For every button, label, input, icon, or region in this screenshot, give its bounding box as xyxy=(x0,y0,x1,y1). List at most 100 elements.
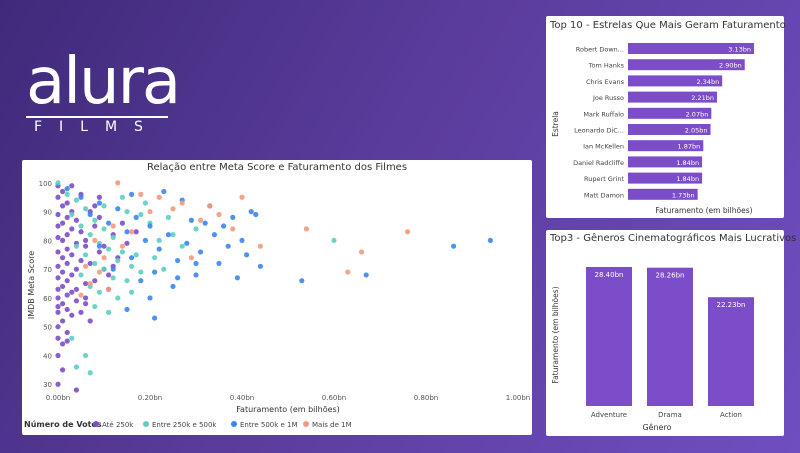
scatter-point xyxy=(138,191,144,197)
legend-marker xyxy=(303,421,309,427)
scatter-point xyxy=(207,203,213,209)
scatter-point xyxy=(110,223,116,229)
scatter-point xyxy=(110,234,116,241)
scatter-point xyxy=(193,260,199,267)
series-2 xyxy=(64,186,493,321)
scatter-point xyxy=(87,260,93,267)
scatter-point xyxy=(92,260,98,267)
scatter-point xyxy=(138,278,144,284)
scatter-point xyxy=(119,243,125,249)
x-tick-label: 0.60bn xyxy=(322,394,346,402)
scatter-point xyxy=(73,266,79,272)
scatter-point xyxy=(78,257,84,264)
scatter-point xyxy=(257,263,263,269)
scatter-point xyxy=(55,211,61,218)
star-label: Rupert Grint xyxy=(584,175,624,183)
star-bar-value: 2.05bn xyxy=(685,127,708,135)
scatter-point xyxy=(225,243,231,249)
scatter-panel: Relação entre Meta Score e Faturamento d… xyxy=(22,160,532,435)
scatter-point xyxy=(60,269,66,275)
scatter-point xyxy=(101,243,107,249)
scatter-point xyxy=(331,237,337,244)
scatter-point xyxy=(69,289,75,295)
star-label: Mark Ruffalo xyxy=(583,110,624,118)
scatter-point xyxy=(64,186,70,192)
scatter-point xyxy=(83,352,89,359)
scatter-point xyxy=(83,263,89,269)
scatter-point xyxy=(138,269,144,275)
scatter-point xyxy=(303,226,309,232)
scatter-point xyxy=(147,295,153,301)
scatter-point xyxy=(106,246,112,252)
scatter-point xyxy=(175,257,181,264)
scatter-point xyxy=(55,194,61,200)
series-0 xyxy=(55,183,139,393)
scatter-point xyxy=(87,370,93,376)
top-stars-panel: Top 10 - Estrelas Que Mais Geram Faturam… xyxy=(546,16,786,218)
scatter-point xyxy=(60,203,66,209)
scatter-point xyxy=(69,312,75,318)
scatter-point xyxy=(165,214,171,220)
scatter-point xyxy=(124,278,130,284)
scatter-point xyxy=(230,214,236,220)
scatter-point xyxy=(64,232,70,238)
scatter-point xyxy=(115,206,121,212)
scatter-point xyxy=(78,309,84,315)
scatter-point xyxy=(83,243,89,249)
y-axis-label: IMDB Meta Score xyxy=(27,251,36,319)
scatter-point xyxy=(234,275,240,281)
scatter-point xyxy=(60,188,66,195)
x-axis-label: Faturamento (em bilhões) xyxy=(655,206,752,215)
scatter-point xyxy=(156,194,162,200)
scatter-point xyxy=(170,232,176,238)
star-bar-value: 1.84bn xyxy=(676,159,699,167)
star-bar-value: 3.13bn xyxy=(728,46,751,54)
scatter-point xyxy=(87,211,93,218)
scatter-point xyxy=(92,217,98,223)
alura-films-logo: alura FILMS xyxy=(26,50,181,135)
scatter-point xyxy=(193,272,199,278)
star-bar xyxy=(628,59,745,71)
scatter-point xyxy=(60,301,66,307)
scatter-point xyxy=(60,367,66,373)
genre-label: Adventure xyxy=(591,411,627,419)
star-bar xyxy=(628,75,723,87)
genre-bar-value: 22.23bn xyxy=(717,301,746,309)
scatter-point xyxy=(152,315,158,321)
scatter-point xyxy=(451,243,457,249)
scatter-point xyxy=(257,243,263,249)
scatter-point xyxy=(129,255,135,261)
scatter-point xyxy=(60,237,66,244)
star-bar-value: 2.21bn xyxy=(691,94,714,102)
scatter-point xyxy=(133,252,139,258)
scatter-point xyxy=(216,211,222,218)
scatter-point xyxy=(73,197,79,203)
scatter-point xyxy=(106,286,112,292)
scatter-point xyxy=(106,220,112,226)
scatter-point xyxy=(96,243,102,249)
scatter-point xyxy=(133,229,139,235)
y-tick-label: 100 xyxy=(39,180,52,188)
scatter-point xyxy=(55,234,61,241)
scatter-point xyxy=(64,292,70,298)
star-bar-value: 2.34bn xyxy=(696,78,719,86)
scatter-point xyxy=(55,286,61,292)
scatter-point xyxy=(87,280,93,287)
y-tick-label: 50 xyxy=(43,324,52,332)
scatter-point xyxy=(78,223,84,229)
x-axis-label: Faturamento (em bilhões) xyxy=(236,405,340,414)
scatter-point xyxy=(115,257,121,264)
series-1 xyxy=(55,180,337,376)
scatter-point xyxy=(64,214,70,220)
scatter-point xyxy=(69,272,75,278)
scatter-point xyxy=(55,249,61,255)
scatter-point xyxy=(92,303,98,310)
scatter-point xyxy=(156,246,162,252)
scatter-point xyxy=(345,269,351,275)
scatter-point xyxy=(87,232,93,238)
top-stars-title: Top 10 - Estrelas Que Mais Geram Faturam… xyxy=(550,20,786,31)
scatter-point xyxy=(487,237,493,244)
scatter-point xyxy=(115,295,121,301)
scatter-point xyxy=(156,237,162,244)
star-label: Tom Hanks xyxy=(588,62,625,70)
